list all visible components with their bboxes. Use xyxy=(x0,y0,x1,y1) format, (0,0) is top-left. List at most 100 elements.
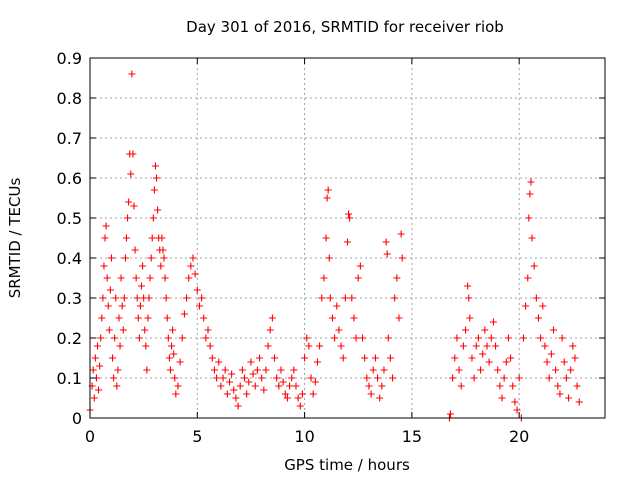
data-point xyxy=(193,286,201,294)
data-point xyxy=(163,314,171,322)
data-point xyxy=(339,354,347,362)
data-point xyxy=(528,234,536,242)
data-point xyxy=(266,326,274,334)
data-point xyxy=(562,374,570,382)
data-point xyxy=(323,194,331,202)
data-point xyxy=(502,358,510,366)
data-point xyxy=(117,274,125,282)
data-point xyxy=(472,342,480,350)
data-point xyxy=(168,342,176,350)
data-point xyxy=(130,202,138,210)
data-point xyxy=(159,246,167,254)
data-point xyxy=(296,402,304,410)
data-point xyxy=(451,354,459,362)
data-point xyxy=(479,350,487,358)
data-point xyxy=(481,326,489,334)
x-tick-label: 5 xyxy=(192,427,202,446)
data-point xyxy=(241,374,248,382)
data-point xyxy=(281,390,289,398)
data-point xyxy=(558,334,566,342)
data-point xyxy=(320,274,328,282)
data-point xyxy=(346,214,354,222)
data-point xyxy=(157,262,165,270)
data-point xyxy=(174,382,182,390)
data-point xyxy=(178,334,186,342)
data-point xyxy=(468,354,476,362)
data-point xyxy=(230,386,238,394)
data-point xyxy=(116,342,124,350)
data-point xyxy=(496,382,504,390)
data-point xyxy=(180,310,188,318)
x-tick-label: 10 xyxy=(294,427,314,446)
data-point xyxy=(221,366,229,374)
data-point xyxy=(283,394,291,402)
data-point xyxy=(131,246,139,254)
data-point xyxy=(382,238,390,246)
data-point xyxy=(539,302,547,310)
data-point xyxy=(547,350,555,358)
data-point xyxy=(386,354,394,362)
data-point xyxy=(171,374,179,382)
data-point xyxy=(166,366,174,374)
y-tick-label: 0.5 xyxy=(57,209,82,228)
data-point xyxy=(504,334,512,342)
data-point xyxy=(147,254,155,262)
data-point xyxy=(206,342,214,350)
data-point xyxy=(489,318,497,326)
data-point xyxy=(143,366,151,374)
data-point xyxy=(262,366,270,374)
data-point xyxy=(125,198,133,206)
data-point xyxy=(256,354,264,362)
data-point xyxy=(142,342,150,350)
data-point xyxy=(128,70,136,78)
data-point xyxy=(464,282,472,290)
data-point xyxy=(526,190,534,198)
data-point xyxy=(324,186,332,194)
data-point xyxy=(395,314,403,322)
data-point xyxy=(532,294,540,302)
data-point xyxy=(273,374,281,382)
data-point xyxy=(341,294,349,302)
x-tick-label: 0 xyxy=(85,427,95,446)
data-point xyxy=(541,342,549,350)
data-point xyxy=(271,354,279,362)
x-axis-title: GPS time / hours xyxy=(284,456,410,474)
data-point xyxy=(185,274,193,282)
data-points xyxy=(86,70,583,422)
data-point xyxy=(264,342,272,350)
data-point xyxy=(139,262,147,270)
data-point xyxy=(477,366,485,374)
data-point xyxy=(110,374,118,382)
data-point xyxy=(151,162,159,170)
data-point xyxy=(571,354,579,362)
data-point xyxy=(215,358,223,366)
y-tick-label: 0.4 xyxy=(57,249,82,268)
data-point xyxy=(447,410,454,418)
data-point xyxy=(127,170,135,178)
data-point xyxy=(305,342,313,350)
data-point xyxy=(345,210,353,218)
data-point xyxy=(98,314,106,322)
data-point xyxy=(249,370,257,378)
data-point xyxy=(344,238,351,246)
data-point xyxy=(485,358,493,366)
data-point xyxy=(466,314,474,322)
data-point xyxy=(513,406,521,414)
data-point xyxy=(474,334,482,342)
data-point xyxy=(247,358,255,366)
data-point xyxy=(183,294,191,302)
data-point xyxy=(95,386,103,394)
data-point xyxy=(275,382,283,390)
data-point xyxy=(251,382,259,390)
data-point xyxy=(367,390,375,398)
data-point xyxy=(124,214,132,222)
data-point xyxy=(393,274,401,282)
data-point xyxy=(298,390,306,398)
data-point xyxy=(160,254,168,262)
data-point xyxy=(176,358,184,366)
data-point xyxy=(545,374,553,382)
data-point xyxy=(187,262,195,270)
x-tick-label: 20 xyxy=(509,427,529,446)
data-point xyxy=(519,334,527,342)
data-point xyxy=(213,374,221,382)
